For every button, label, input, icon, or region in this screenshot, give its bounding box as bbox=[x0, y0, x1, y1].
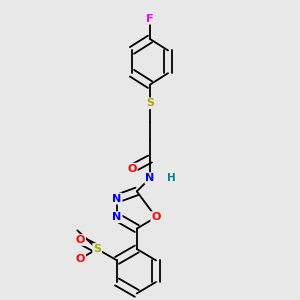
Text: N: N bbox=[112, 194, 122, 204]
Text: N: N bbox=[146, 173, 154, 183]
Text: O: O bbox=[127, 164, 137, 174]
Text: O: O bbox=[76, 254, 85, 264]
Text: O: O bbox=[76, 235, 85, 245]
Text: O: O bbox=[151, 212, 161, 222]
Text: H: H bbox=[167, 173, 176, 183]
Text: N: N bbox=[112, 212, 122, 222]
Text: F: F bbox=[146, 14, 154, 24]
Text: S: S bbox=[93, 244, 101, 254]
Text: S: S bbox=[146, 98, 154, 108]
